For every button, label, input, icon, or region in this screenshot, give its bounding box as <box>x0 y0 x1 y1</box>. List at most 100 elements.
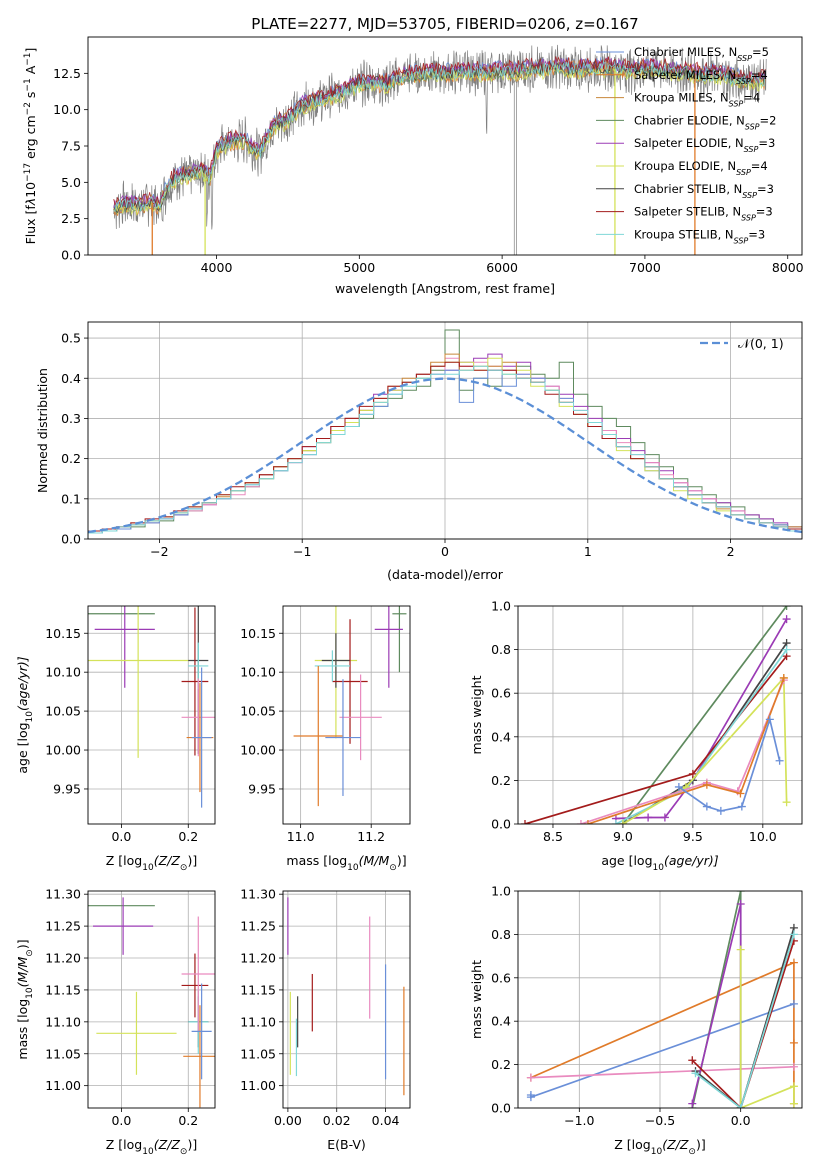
y-tick-label: 0.2 <box>491 773 511 788</box>
errorbar-plot-area <box>287 897 405 1096</box>
y-tick-label: 10.00 <box>45 743 81 758</box>
y-tick-label: 1.0 <box>491 884 511 899</box>
legend-entry-name: Chabrier ELODIE, N <box>634 113 745 127</box>
weight-point-marker <box>789 930 798 939</box>
weight-point-marker <box>716 806 725 815</box>
x-axis-label-part: )] <box>397 853 407 868</box>
weight-plot-area <box>526 891 798 1108</box>
y-axis-label-part: −1 <box>23 78 33 91</box>
weight-point-marker <box>779 673 788 682</box>
errorbar-plot-area <box>293 606 407 807</box>
y-tick-label: 0.6 <box>491 970 511 985</box>
y-tick-label: 11.20 <box>45 951 81 966</box>
legend-entry-subscript: SSP <box>745 122 760 131</box>
legend-entry: Salpeter ELODIE, NSSP=3 <box>634 136 775 154</box>
y-tick-label: 11.05 <box>240 1046 276 1061</box>
y-tick-label: 5.0 <box>61 175 81 190</box>
legend-entry-count: =4 <box>751 159 768 173</box>
x-axis-label-part: mass [log <box>286 853 347 868</box>
y-tick-label: 12.5 <box>53 66 81 81</box>
y-tick-label: 11.30 <box>240 887 276 902</box>
y-tick-label: 1.0 <box>491 599 511 614</box>
y-tick-label: 7.5 <box>61 139 81 154</box>
weight-series-line <box>622 606 788 824</box>
legend-entry-subscript: SSP <box>734 236 749 245</box>
y-tick-label: 9.95 <box>53 781 81 796</box>
weight-point-marker <box>520 820 529 824</box>
x-axis-label-part: 10 <box>653 863 665 873</box>
weight-point-marker <box>775 756 784 765</box>
legend-entry-subscript: SSP <box>729 99 744 108</box>
y-axis-label: age [log10(age/yr)] <box>15 656 35 773</box>
legend-entry-name: Kroupa MILES, N <box>634 91 729 105</box>
weight-point-marker <box>736 900 745 909</box>
y-axis-label-part: (age/yr)] <box>15 656 30 711</box>
x-axis-label: Z [log10(Z/Z⊙)] <box>614 1137 705 1157</box>
x-axis-label-part: (Z/Z <box>154 853 181 868</box>
axes-frame <box>517 605 803 825</box>
y-tick-label: 0.2 <box>61 451 81 466</box>
weight-series-line <box>530 1065 794 1079</box>
y-axis-label-part: ⊙ <box>25 949 35 957</box>
y-axis-label-part: A <box>23 65 38 78</box>
weight-point-marker <box>736 891 745 895</box>
y-tick-label: 11.15 <box>240 982 276 997</box>
y-tick-label: 0.8 <box>491 642 511 657</box>
panel-weight-vs-age: 8.5 9.0 9.5 10.0 0.0 0.2 0.4 0.6 0.8 1.0 age [log1… <box>469 599 803 873</box>
weight-series-line <box>678 716 781 812</box>
y-tick-label: 2.5 <box>61 211 81 226</box>
legend-entry-count: =3 <box>758 136 775 150</box>
panel-mass-vs-metallicity: 0.0 0.2 11.00 11.05 11.10 11.15 11.20 11.25 11.3… <box>15 887 216 1157</box>
axes-frame <box>282 605 411 825</box>
weight-point-marker <box>782 645 791 654</box>
y-axis-label-part: 10 <box>25 711 35 723</box>
legend-entry-count: =5 <box>752 45 769 59</box>
y-tick-label: 11.25 <box>45 919 81 934</box>
legend-entry-subscript: SSP <box>736 76 751 85</box>
weight-series-line <box>530 1002 795 1099</box>
legend-entry: Kroupa STELIB, NSSP=3 <box>634 227 765 245</box>
y-axis-label-part: −2 <box>23 102 33 115</box>
legend-entry: Chabrier ELODIE, NSSP=2 <box>634 113 776 130</box>
y-axis-label: Normed distribution <box>35 368 50 493</box>
y-tick-label: 10.00 <box>240 743 276 758</box>
x-axis-label: Z [log10(Z/Z⊙)] <box>106 853 197 873</box>
legend-entry-name: Salpeter ELODIE, N <box>634 136 744 150</box>
weight-point-marker <box>737 802 746 811</box>
weight-point-marker <box>644 813 653 822</box>
y-tick-label: 0.0 <box>61 532 81 547</box>
x-axis-label-part: Z [log <box>614 1137 650 1152</box>
axes-frame <box>87 321 803 540</box>
model-spectrum-line <box>113 60 766 213</box>
weight-point-marker <box>782 615 791 624</box>
y-tick-label: 10.05 <box>240 704 276 719</box>
x-axis-label: E(B-V) <box>327 1137 366 1152</box>
y-tick-label: 11.20 <box>240 951 276 966</box>
legend-entry-name: Chabrier MILES, N <box>634 45 737 59</box>
spectrum-plot-area <box>113 44 767 255</box>
weight-point-marker <box>688 769 697 778</box>
legend-entry-count: =2 <box>760 113 777 127</box>
x-axis-label: (data-model)/error <box>387 567 504 582</box>
weight-point-marker <box>526 1073 535 1082</box>
legend-entry-name: Salpeter STELIB, N <box>634 205 741 219</box>
weight-point-marker <box>583 820 592 824</box>
legend-entry-count: =4 <box>751 68 768 82</box>
x-axis-label-part: ⊙ <box>180 863 188 873</box>
weight-series-line <box>622 675 788 824</box>
legend-entry-name: Kroupa ELODIE, N <box>634 159 736 173</box>
y-tick-label: 0.4 <box>491 1014 511 1029</box>
x-axis-label-part: (Z/Z <box>662 1137 689 1152</box>
y-tick-label: 0.0 <box>491 817 511 832</box>
x-axis-label-part: Z [log <box>106 853 142 868</box>
y-axis-label-part: age [log <box>15 722 30 773</box>
x-tick-label: 8.5 <box>543 829 563 844</box>
panel-age-vs-mass: 11.0 11.2 9.95 10.00 10.05 10.10 10.15 mass [lo… <box>240 605 411 873</box>
weight-series-line <box>587 677 785 824</box>
x-axis-label-part: ⊙ <box>389 863 397 873</box>
weight-point-marker <box>789 999 798 1008</box>
weight-point-marker <box>765 715 774 724</box>
weight-point-marker <box>736 945 745 954</box>
x-tick-label: −0.5 <box>645 1113 675 1128</box>
y-tick-label: 10.0 <box>53 102 81 117</box>
